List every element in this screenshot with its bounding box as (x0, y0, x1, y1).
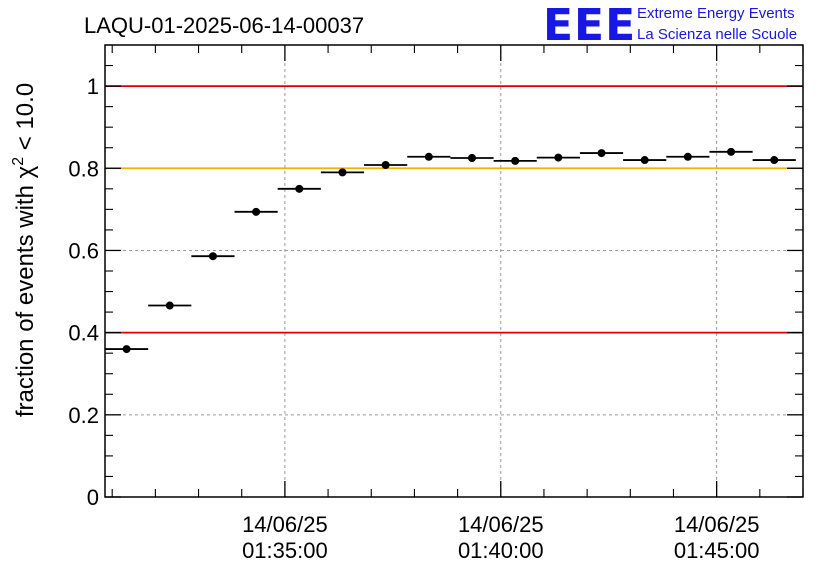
x-tick-label-time: 01:45:00 (674, 538, 760, 563)
data-point-marker (252, 207, 261, 216)
y-axis-label-suffix: < 10.0 (12, 83, 39, 157)
y-axis-label-prefix: fraction of events with (12, 178, 39, 417)
data-point-marker (727, 147, 736, 156)
x-tick-label-date: 14/06/25 (674, 512, 760, 537)
x-tick-label-date: 14/06/25 (242, 512, 328, 537)
tick-labels: 00.20.40.60.8114/06/2501:35:0014/06/2501… (68, 74, 759, 563)
y-axis-label-chi: χ (12, 165, 39, 178)
data-point-marker (122, 345, 131, 354)
data-point-marker (338, 168, 347, 177)
y-tick-label: 0.8 (68, 156, 99, 181)
y-axis-label-sup: 2 (10, 157, 27, 166)
data-point-marker (467, 154, 476, 162)
plot-frame (104, 44, 804, 498)
data-point-marker (511, 156, 520, 165)
y-tick-label: 1 (87, 74, 99, 99)
data-point-marker (770, 156, 779, 165)
data-point-marker (640, 156, 649, 165)
data-point-marker (554, 153, 563, 162)
y-tick-label: 0.4 (68, 321, 99, 346)
data-point-marker (208, 252, 217, 261)
x-tick-label-date: 14/06/25 (458, 512, 544, 537)
eee-logo-line1: Extreme Energy Events (637, 5, 795, 22)
data-point-marker (381, 160, 390, 169)
y-tick-label: 0 (87, 485, 99, 510)
chart-title: LAQU-01-2025-06-14-00037 (84, 13, 364, 38)
x-tick-label-time: 01:40:00 (458, 538, 544, 563)
eee-logo: EEE Extreme Energy Events La Scienza nel… (543, 0, 797, 51)
eee-logo-line2: La Scienza nelle Scuole (637, 26, 797, 43)
x-tick-label-time: 01:35:00 (242, 538, 328, 563)
grid-layer (105, 45, 803, 497)
data-point-marker (597, 149, 606, 158)
data-point-marker (683, 152, 692, 161)
y-tick-label: 0.2 (68, 403, 99, 428)
data-point-marker (295, 184, 304, 193)
data-point-marker (424, 152, 433, 161)
axes (104, 44, 804, 498)
eee-logo-mark: EEE (543, 0, 636, 51)
reference-lines (105, 85, 803, 334)
y-tick-label: 0.6 (68, 238, 99, 263)
data-points (105, 147, 796, 354)
data-point-marker (165, 301, 174, 310)
y-axis-label: fraction of events with χ2 < 10.0 (10, 83, 39, 417)
